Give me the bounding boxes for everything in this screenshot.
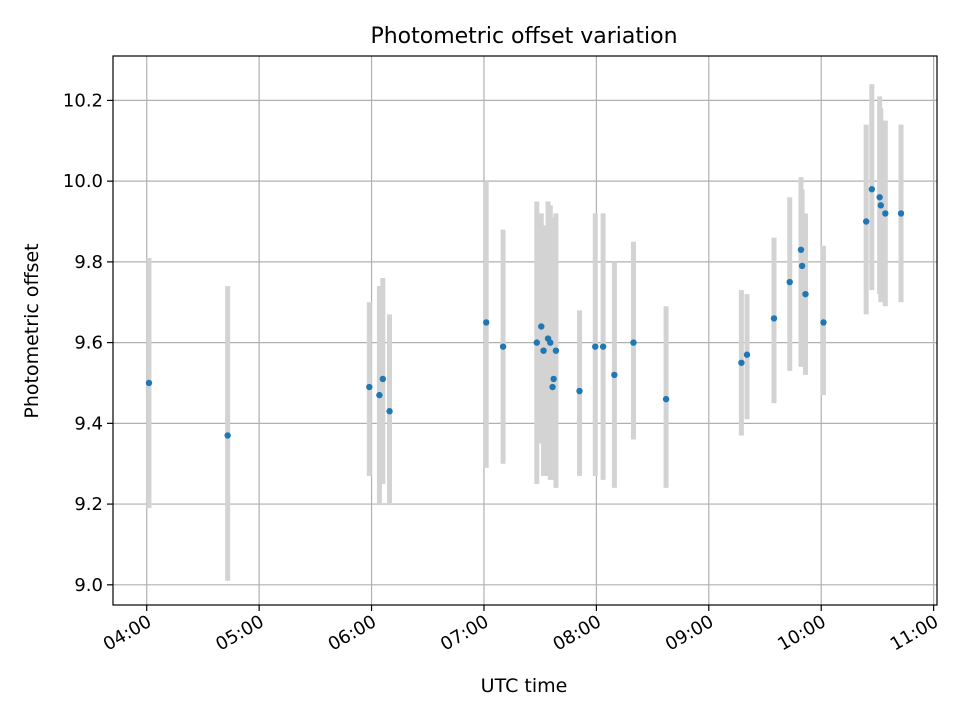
grid-lines	[113, 56, 937, 605]
data-point	[549, 383, 556, 391]
y-tick-label: 9.0	[74, 575, 103, 596]
data-point	[738, 359, 745, 366]
data-point	[386, 408, 393, 415]
plot-area-frame	[112, 55, 938, 606]
data-points	[145, 186, 905, 439]
data-point	[802, 290, 809, 298]
y-tick-label: 9.8	[74, 252, 103, 273]
data-point	[540, 347, 547, 354]
data-point	[820, 319, 827, 326]
data-point	[786, 278, 793, 286]
data-point	[882, 210, 889, 217]
data-point	[552, 347, 560, 354]
data-point	[145, 379, 153, 387]
data-point	[599, 343, 607, 350]
y-tick-label: 9.2	[74, 494, 103, 515]
data-point	[224, 432, 231, 439]
data-point	[868, 186, 875, 193]
y-tick-label: 10.2	[63, 90, 103, 111]
x-axis-label: UTC time	[481, 675, 568, 697]
y-axis-label: Photometric offset	[21, 243, 43, 418]
data-point	[862, 218, 870, 225]
y-tick-label: 10.0	[63, 171, 103, 192]
data-point	[547, 339, 554, 346]
data-point	[662, 395, 670, 403]
data-point	[611, 371, 618, 379]
y-tick-label: 9.6	[74, 333, 103, 354]
data-point	[797, 246, 805, 253]
data-point	[376, 391, 383, 399]
data-point	[798, 262, 806, 270]
data-point	[876, 194, 883, 201]
data-point	[592, 343, 599, 350]
data-point	[366, 383, 373, 391]
y-tick-label: 9.4	[74, 413, 103, 434]
data-point	[630, 339, 637, 346]
data-point	[743, 351, 751, 358]
data-point	[897, 210, 905, 217]
data-point	[550, 375, 557, 383]
data-point	[533, 339, 541, 346]
data-point	[379, 375, 386, 383]
data-point	[483, 319, 490, 326]
chart-title: Photometric offset variation	[370, 24, 677, 49]
data-point	[877, 202, 884, 209]
data-point	[499, 343, 507, 350]
data-point	[576, 387, 583, 395]
data-point	[538, 323, 545, 330]
data-point	[770, 315, 778, 322]
y-axis-ticks: 9.0 9.2 9.4 9.6 9.8 10.0 10.2	[63, 90, 113, 596]
